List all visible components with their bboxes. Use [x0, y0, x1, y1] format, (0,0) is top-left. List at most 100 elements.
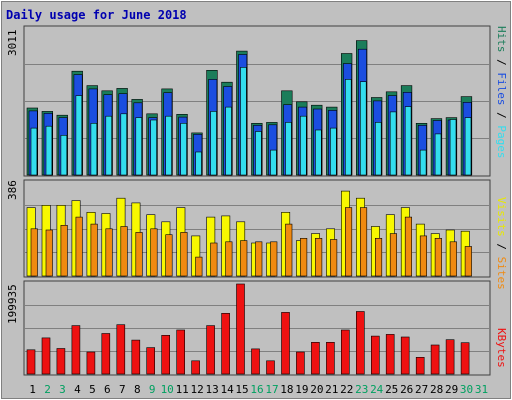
- bar-pages-day-25: [389, 111, 397, 176]
- bar-kbytes-day-17: [266, 360, 275, 375]
- legend-hits: Hits: [495, 26, 508, 53]
- bar-sites-day-11: [180, 232, 188, 277]
- x-tick-label-day-24: 24: [370, 383, 384, 396]
- legend-visits: Visits: [495, 197, 508, 237]
- bar-pages-day-15: [240, 67, 247, 176]
- panel-2-border: [23, 280, 491, 376]
- bar-sites-day-6: [105, 228, 113, 277]
- bar-kbytes-day-14: [221, 312, 230, 375]
- legend-kbytes: KBytes: [495, 328, 508, 368]
- bar-kbytes-day-3: [56, 348, 66, 375]
- bar-kbytes-day-8: [131, 339, 141, 375]
- bar-sites-day-24: [374, 238, 383, 277]
- x-tick-label-day-5: 5: [89, 383, 96, 396]
- bar-kbytes-day-27: [415, 356, 425, 375]
- bar-pages-day-7: [120, 113, 128, 176]
- bar-kbytes-day-12: [191, 360, 200, 375]
- bar-kbytes-day-6: [101, 333, 111, 375]
- x-tick-label-day-19: 19: [295, 383, 308, 396]
- bar-pages-day-1: [30, 127, 38, 176]
- bar-kbytes-day-2: [41, 337, 51, 375]
- legend-sep: /: [495, 52, 508, 73]
- bar-sites-day-30: [464, 246, 472, 277]
- bar-sites-day-23: [359, 207, 368, 277]
- x-tick-label-day-21: 21: [325, 383, 338, 396]
- x-tick-label-day-29: 29: [445, 383, 458, 396]
- bar-pages-day-11: [180, 123, 187, 176]
- x-tick-label-day-18: 18: [280, 383, 293, 396]
- bar-sites-day-17: [270, 241, 278, 277]
- bar-kbytes-day-5: [86, 351, 96, 375]
- bar-pages-day-9: [150, 119, 157, 176]
- bar-kbytes-day-29: [445, 339, 455, 375]
- x-tick-label-day-9: 9: [149, 383, 156, 396]
- bar-pages-day-27: [419, 149, 427, 176]
- bar-pages-day-18: [285, 122, 292, 176]
- panel-0-border: [23, 25, 491, 177]
- bar-pages-day-3: [60, 135, 68, 176]
- bar-pages-day-2: [45, 125, 53, 176]
- legend-sep: /: [495, 236, 508, 257]
- bar-pages-day-21: [330, 127, 337, 176]
- bar-kbytes-day-23: [355, 311, 365, 375]
- legend-sep: /: [495, 105, 508, 126]
- bar-kbytes-day-24: [370, 335, 380, 375]
- bar-pages-day-12: [195, 151, 202, 176]
- bar-sites-day-28: [434, 238, 442, 277]
- bar-kbytes-day-1: [26, 349, 36, 375]
- panel-hits-ymax-label: 3011: [6, 29, 19, 57]
- x-tick-label-day-23: 23: [355, 383, 368, 396]
- bar-kbytes-day-11: [176, 329, 185, 375]
- legend-files: Files: [495, 72, 508, 106]
- x-tick-label-day-10: 10: [161, 383, 174, 396]
- bar-pages-day-5: [90, 123, 98, 176]
- bar-kbytes-day-7: [116, 324, 126, 375]
- bar-kbytes-day-10: [161, 334, 170, 375]
- bar-pages-day-26: [404, 106, 412, 176]
- x-tick-label-day-20: 20: [310, 383, 323, 396]
- bar-sites-day-7: [120, 226, 128, 277]
- bar-sites-day-15: [240, 240, 248, 277]
- x-tick-label-day-28: 28: [430, 383, 443, 396]
- bar-sites-day-8: [135, 232, 143, 277]
- bar-pages-day-13: [210, 111, 217, 176]
- x-tick-label-day-16: 16: [250, 383, 263, 396]
- x-tick-label-day-15: 15: [235, 383, 248, 396]
- x-tick-label-day-12: 12: [190, 383, 203, 396]
- panel-kbytes-ymax-label: 199935: [6, 284, 19, 324]
- x-tick-label-day-22: 22: [340, 383, 353, 396]
- bar-kbytes-day-26: [400, 336, 410, 375]
- bar-pages-day-19: [300, 115, 307, 176]
- legend-pages-files-hits: Hits / Files / Pages: [495, 26, 508, 159]
- bar-pages-day-6: [105, 115, 113, 176]
- bar-sites-day-16: [255, 241, 263, 277]
- bar-kbytes-day-13: [206, 325, 215, 375]
- bar-kbytes-day-21: [326, 341, 335, 375]
- bar-pages-day-8: [135, 117, 143, 176]
- panel-visits-ymax-label: 386: [6, 180, 19, 200]
- bar-sites-day-3: [60, 225, 68, 277]
- bar-kbytes-day-9: [146, 347, 155, 375]
- bar-pages-day-20: [315, 129, 322, 176]
- bar-kbytes-day-25: [385, 334, 395, 375]
- bar-kbytes-day-15: [236, 283, 245, 375]
- x-tick-label-day-1: 1: [29, 383, 36, 396]
- bar-sites-day-20: [315, 238, 323, 277]
- bar-sites-day-27: [419, 235, 428, 277]
- bar-kbytes-day-28: [430, 344, 440, 375]
- x-tick-label-day-30: 30: [460, 383, 473, 396]
- x-tick-label-day-14: 14: [220, 383, 234, 396]
- x-tick-label-day-11: 11: [176, 383, 189, 396]
- bar-sites-day-19: [300, 238, 308, 277]
- bar-kbytes-day-18: [281, 312, 290, 375]
- x-tick-label-day-6: 6: [104, 383, 111, 396]
- x-tick-label-day-4: 4: [74, 383, 81, 396]
- bar-pages-day-16: [255, 131, 262, 176]
- bar-sites-day-18: [285, 223, 293, 277]
- legend-sites: Sites: [495, 256, 508, 290]
- bar-kbytes-day-22: [340, 329, 350, 375]
- bar-sites-day-10: [165, 234, 173, 277]
